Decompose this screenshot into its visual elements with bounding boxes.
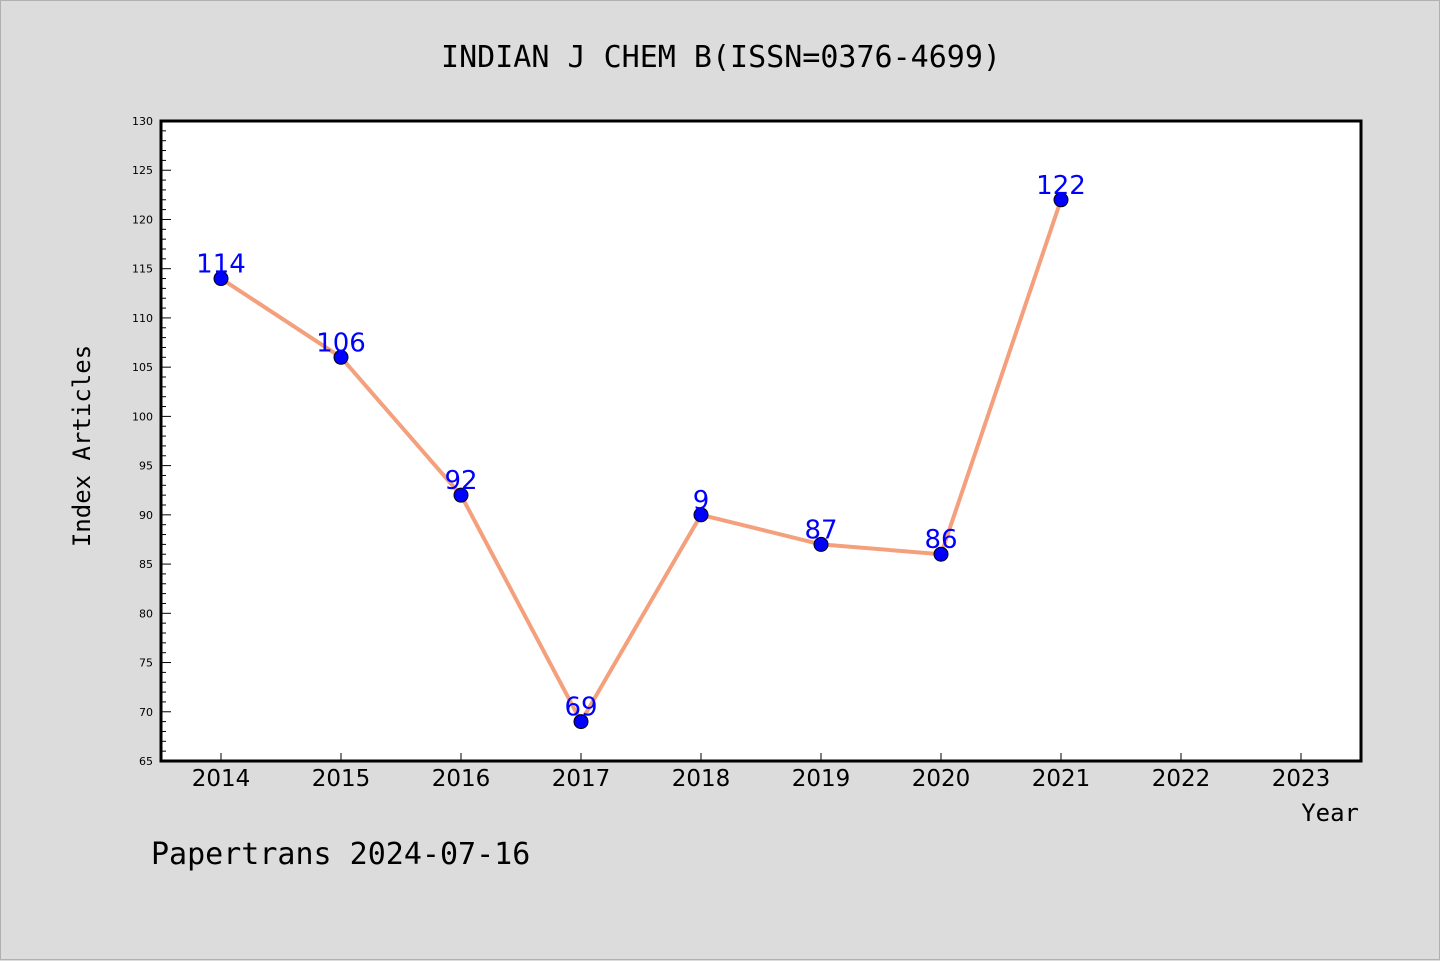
data-label: 106	[316, 328, 366, 358]
y-tick-label: 75	[139, 657, 153, 670]
x-tick-label: 2020	[912, 766, 971, 792]
y-tick-label: 120	[132, 213, 153, 226]
y-tick-label: 70	[139, 706, 153, 719]
y-axis-label: Index Articles	[68, 345, 96, 547]
data-point	[213, 271, 229, 287]
y-tick-label: 115	[132, 263, 153, 276]
y-tick-label: 65	[139, 755, 153, 768]
y-tick-label: 80	[139, 607, 153, 620]
y-tick-label: 110	[132, 312, 153, 325]
y-tick-label: 90	[139, 509, 153, 522]
y-tick-label: 130	[132, 115, 153, 128]
chart-title: INDIAN J CHEM B(ISSN=0376-4699)	[441, 40, 1001, 75]
y-tick-label: 85	[139, 558, 153, 571]
x-tick-label: 2018	[672, 766, 731, 792]
data-label: 69	[564, 693, 597, 723]
data-label: 9	[693, 486, 710, 516]
data-point	[933, 546, 949, 562]
x-tick-label: 2019	[792, 766, 851, 792]
y-tick-label: 125	[132, 164, 153, 177]
x-tick-label: 2016	[432, 766, 491, 792]
footer-credit: Papertrans 2024-07-16	[151, 837, 530, 872]
data-label: 87	[804, 515, 837, 545]
x-axis: 2014 2015 2016 2017 2018 2019 2020 2021 2022 2023	[192, 753, 1331, 792]
data-point	[573, 714, 589, 730]
data-point	[813, 536, 829, 552]
series-polyline	[219, 199, 1063, 724]
data-label: 114	[196, 250, 246, 280]
data-label: 86	[924, 525, 957, 555]
x-tick-label: 2017	[552, 766, 611, 792]
x-tick-label: 2023	[1272, 766, 1331, 792]
data-point	[453, 487, 469, 503]
series-line	[213, 192, 1069, 730]
data-label: 122	[1036, 171, 1086, 201]
x-tick-label: 2015	[312, 766, 371, 792]
x-tick-label: 2021	[1032, 766, 1091, 792]
x-axis-label: Year	[1301, 799, 1359, 827]
data-point	[333, 349, 349, 365]
data-point	[1053, 192, 1069, 208]
data-labels: 114 106 92 69 9 87 86 122	[196, 171, 1086, 723]
y-tick-label: 100	[132, 410, 153, 423]
x-tick-label: 2022	[1152, 766, 1211, 792]
y-axis: 65 70 75 80 85 90 95 100 105 110 115 120 125 130	[132, 115, 171, 768]
data-point	[693, 507, 709, 523]
y-tick-label: 105	[132, 361, 153, 374]
plot-area	[159, 119, 1363, 763]
x-tick-label: 2014	[192, 766, 251, 792]
y-tick-label: 95	[139, 460, 153, 473]
data-label: 92	[444, 466, 477, 496]
